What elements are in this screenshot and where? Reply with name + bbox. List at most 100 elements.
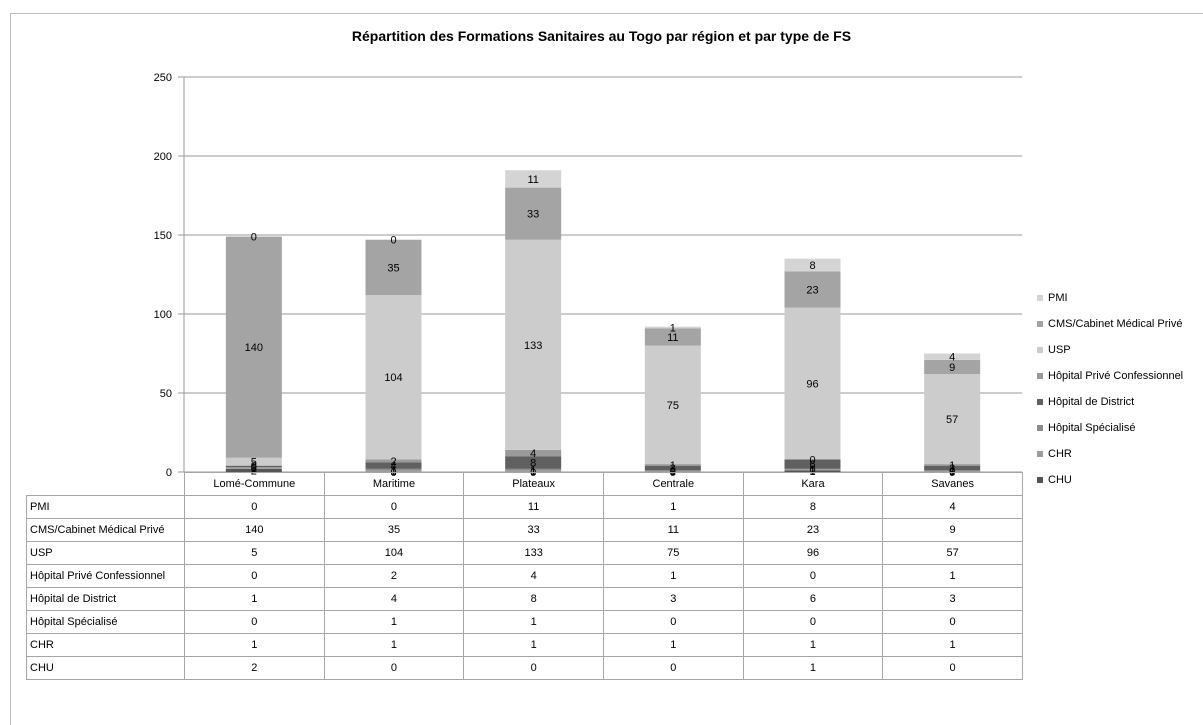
bar-segment <box>225 467 282 469</box>
legend-swatch <box>1037 451 1043 457</box>
data-label: 6 <box>809 459 815 471</box>
y-tick-label: 50 <box>160 388 172 400</box>
series-label: Hôpital de District <box>26 587 185 611</box>
table-corner <box>26 472 185 496</box>
table-cell: 75 <box>602 541 744 565</box>
bar-segment <box>924 470 981 472</box>
legend-label: Hôpital Spécialisé <box>1048 422 1136 434</box>
category-label: Centrale <box>602 472 744 496</box>
table-cell: 57 <box>882 541 1023 565</box>
bar-segment <box>505 239 562 450</box>
legend-swatch <box>1037 295 1043 301</box>
bar-segment <box>784 307 841 460</box>
table-cell: 5 <box>184 541 325 565</box>
table-cell: 8 <box>742 495 884 519</box>
bar-segment <box>924 353 981 360</box>
bar-segment <box>924 359 981 375</box>
data-label: 1 <box>251 461 257 473</box>
bar-segment <box>365 295 422 460</box>
table-cell: 1 <box>323 633 465 657</box>
bar-segment <box>505 449 562 457</box>
data-label: 140 <box>245 342 263 354</box>
category-label: Savanes <box>882 472 1023 496</box>
category-label: Plateaux <box>463 472 604 496</box>
bar-segment <box>784 271 841 308</box>
data-label: 0 <box>251 462 257 474</box>
data-label: 1 <box>809 465 815 477</box>
data-table: Lomé-Commune Maritime Plateaux Centrale Kara… <box>26 472 1023 680</box>
table-row: USP 5 104 133 75 96 57 <box>26 541 1023 565</box>
data-label: 133 <box>524 340 542 352</box>
table-cell: 9 <box>882 518 1023 542</box>
series-label: CMS/Cabinet Médical Privé <box>26 518 185 542</box>
series-label: Hôpital Spécialisé <box>26 610 185 634</box>
legend-item: Hôpital Privé Confessionnel <box>1037 369 1183 395</box>
data-label: 0 <box>670 465 676 477</box>
table-row: CHU 2 0 0 0 1 0 <box>26 656 1023 680</box>
legend-swatch <box>1037 477 1043 483</box>
bar-segment <box>644 328 701 346</box>
data-label: 57 <box>946 414 958 426</box>
table-header-row: Lomé-Commune Maritime Plateaux Centrale Kara… <box>26 472 1023 496</box>
data-label: 11 <box>527 174 538 186</box>
table-row: CMS/Cabinet Médical Privé 140 35 33 11 23 9 <box>26 518 1023 542</box>
bar-segment <box>505 187 562 240</box>
category-label: Kara <box>742 472 884 496</box>
bar-segment <box>365 462 422 469</box>
bar-segment <box>784 468 841 471</box>
table-cell: 1 <box>602 633 744 657</box>
data-label: 0 <box>809 454 815 466</box>
table-cell: 3 <box>602 587 744 611</box>
table-cell: 0 <box>184 564 325 588</box>
legend-label: USP <box>1048 344 1071 356</box>
data-label: 3 <box>670 463 676 475</box>
data-label: 1 <box>949 460 955 472</box>
data-label: 4 <box>949 352 955 364</box>
table-cell: 1 <box>742 633 884 657</box>
table-cell: 0 <box>882 610 1023 634</box>
data-label: 33 <box>527 209 539 221</box>
table-cell: 4 <box>323 587 465 611</box>
data-label: 104 <box>384 372 402 384</box>
series-label: Hôpital Privé Confessionnel <box>26 564 185 588</box>
bar-segment <box>505 470 562 472</box>
bar-segment <box>365 459 422 463</box>
series-label: PMI <box>26 495 185 519</box>
legend-item: CMS/Cabinet Médical Privé <box>1037 317 1183 343</box>
table-cell: 1 <box>882 564 1023 588</box>
bar-segment <box>365 470 422 472</box>
table-cell: 133 <box>463 541 604 565</box>
bar-segment <box>924 465 981 471</box>
category-label: Maritime <box>323 472 465 496</box>
bar-segment <box>924 374 981 465</box>
data-label: 0 <box>251 232 257 244</box>
data-label: 8 <box>530 458 536 470</box>
table-cell: 1 <box>602 495 744 519</box>
table-cell: 0 <box>323 656 465 680</box>
bar-segment <box>644 470 701 472</box>
table-cell: 2 <box>323 564 465 588</box>
series-label: CHR <box>26 633 185 657</box>
series-label: USP <box>26 541 185 565</box>
y-tick-label: 150 <box>154 230 172 242</box>
bar-segment <box>225 468 282 472</box>
data-label: 0 <box>390 235 396 247</box>
legend-item: Hôpital de District <box>1037 395 1183 421</box>
bar-segment <box>924 464 981 466</box>
data-label: 96 <box>806 379 818 391</box>
table-cell: 2 <box>184 656 325 680</box>
table-cell: 4 <box>882 495 1023 519</box>
table-cell: 23 <box>742 518 884 542</box>
legend-item: Hôpital Spécialisé <box>1037 421 1183 447</box>
data-label: 1 <box>251 463 257 475</box>
table-cell: 104 <box>323 541 465 565</box>
data-label: 2 <box>390 456 396 468</box>
table-cell: 1 <box>323 610 465 634</box>
table-cell: 0 <box>602 656 744 680</box>
bar-segment <box>505 468 562 471</box>
bar-segment <box>225 457 282 466</box>
data-label: 35 <box>387 262 399 274</box>
table-cell: 0 <box>184 495 325 519</box>
legend-item: USP <box>1037 343 1183 369</box>
data-label: 1 <box>670 322 676 334</box>
